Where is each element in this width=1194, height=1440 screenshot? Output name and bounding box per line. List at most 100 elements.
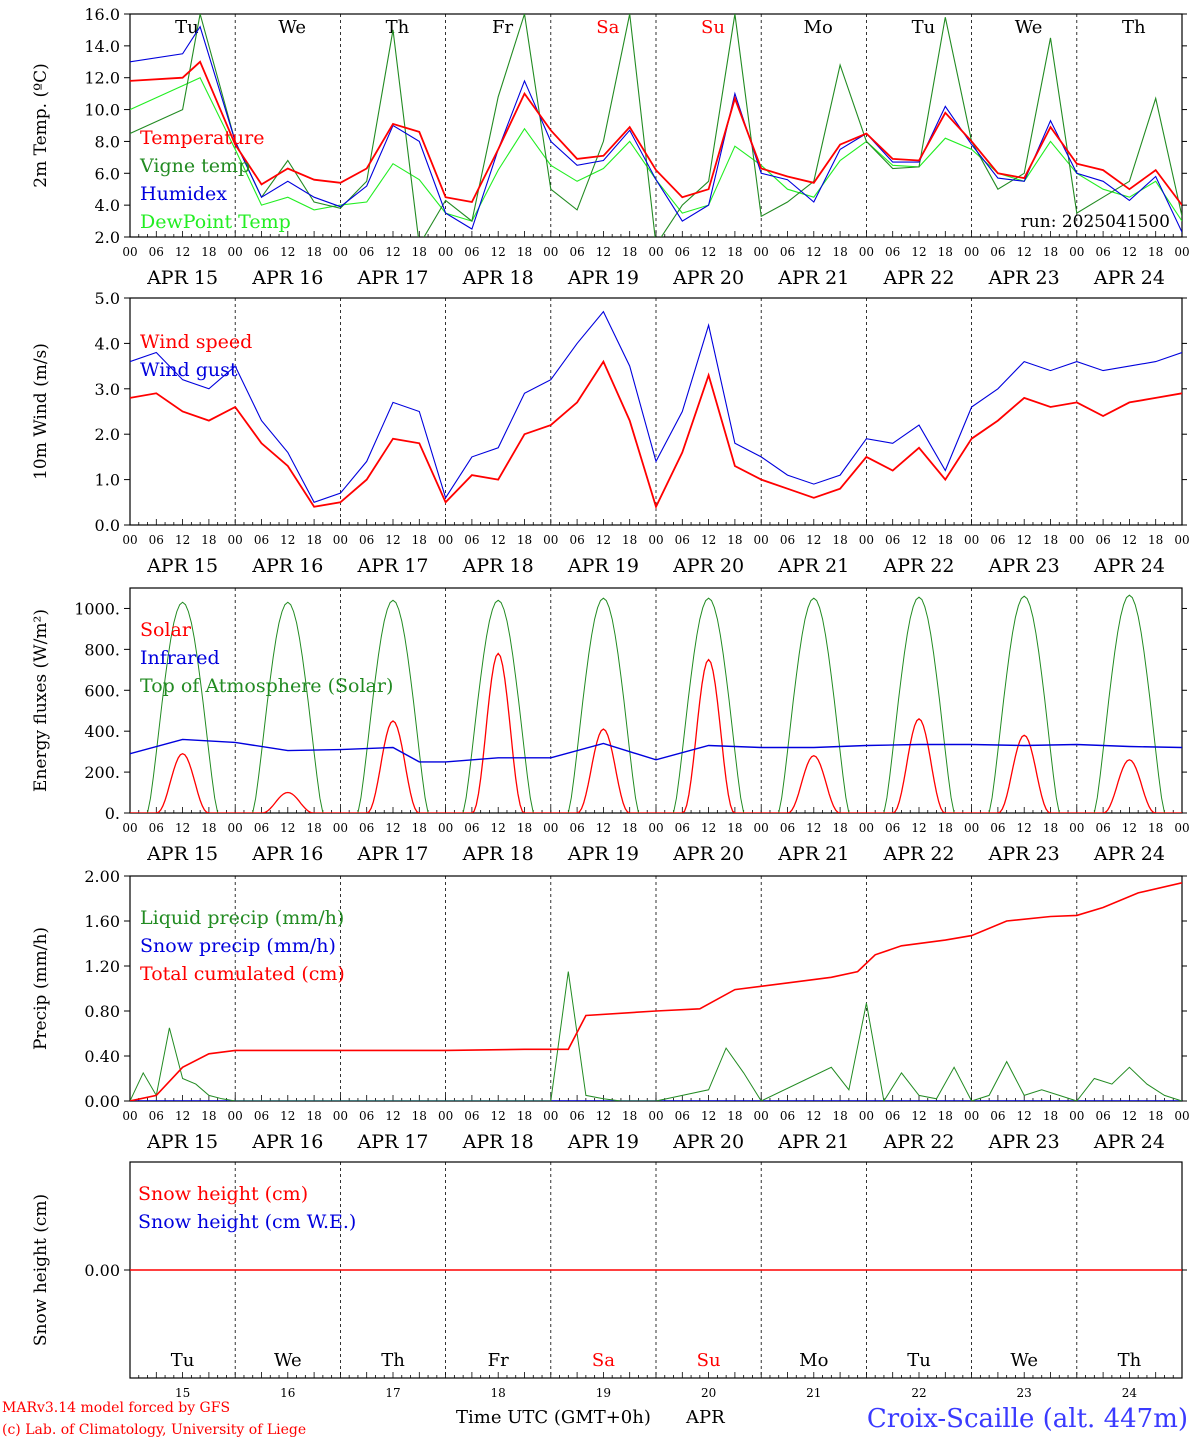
date-label: APR 21 [777, 843, 849, 865]
date-label: APR 16 [251, 1131, 323, 1153]
series-line-vigne-temp [130, 14, 1182, 237]
date-label: APR 21 [777, 267, 849, 289]
series-line-temperature [130, 60, 1182, 206]
hour-tick-label: 00 [543, 1109, 558, 1123]
hour-tick-label: 12 [385, 245, 400, 259]
date-label: APR 22 [882, 843, 954, 865]
hour-tick-label: 18 [622, 533, 637, 547]
hour-tick-label: 06 [464, 533, 479, 547]
hour-tick-label: 18 [1043, 245, 1058, 259]
hour-tick-label: 12 [911, 821, 926, 835]
date-label: APR 22 [882, 555, 954, 577]
hour-tick-label: 00 [438, 533, 453, 547]
hour-tick-label: 06 [149, 821, 164, 835]
hour-tick-label: 12 [911, 245, 926, 259]
legend-entry: Snow height (cm) [138, 1183, 308, 1205]
hour-tick-label: 12 [806, 821, 821, 835]
hour-tick-label: 18 [412, 821, 427, 835]
hour-tick-label: 18 [1043, 821, 1058, 835]
hour-tick-label: 06 [990, 245, 1005, 259]
hour-tick-label: 00 [1069, 245, 1084, 259]
hour-tick-label: 00 [228, 821, 243, 835]
date-label: APR 20 [672, 555, 744, 577]
lab-credit: (c) Lab. of Climatology, University of L… [2, 1422, 306, 1438]
hour-tick-label: 00 [333, 1109, 348, 1123]
hour-tick-label: 12 [596, 533, 611, 547]
hour-tick-label: 18 [727, 821, 742, 835]
hour-tick-label: 18 [517, 245, 532, 259]
date-label: APR 15 [146, 1131, 218, 1153]
y-tick-label: 0.00 [84, 1261, 120, 1280]
series-line-infrared [130, 738, 1182, 763]
day-number: 20 [701, 1386, 716, 1400]
hour-tick-label: 00 [333, 821, 348, 835]
date-label: APR 24 [1093, 267, 1165, 289]
hour-tick-label: 00 [754, 245, 769, 259]
hour-tick-label: 06 [359, 245, 374, 259]
date-label: APR 20 [672, 267, 744, 289]
y-tick-label: 5.0 [95, 289, 120, 308]
panel-2: 0.0 1.0 2.0 3.0 4.0 5.0 10m Wind (m/s) 00 06 12 18… [31, 289, 1190, 577]
hour-tick-label: 12 [911, 1109, 926, 1123]
hour-tick-label: 18 [832, 1109, 847, 1123]
hour-tick-label: 06 [675, 245, 690, 259]
legend-entry: Vigne temp [139, 155, 250, 177]
hour-tick-label: 00 [543, 245, 558, 259]
y-tick-label: 12.0 [84, 69, 120, 88]
y-tick-label: 0.00 [84, 1092, 120, 1111]
hour-tick-label: 06 [1095, 1109, 1110, 1123]
hour-tick-label: 12 [385, 1109, 400, 1123]
hour-tick-label: 18 [201, 533, 216, 547]
date-label: APR 23 [988, 555, 1060, 577]
hour-tick-label: 06 [149, 245, 164, 259]
hour-tick-label: 06 [359, 821, 374, 835]
hour-tick-label: 00 [333, 245, 348, 259]
hour-tick-label: 12 [175, 245, 190, 259]
hour-tick-label: 18 [517, 1109, 532, 1123]
hour-tick-label: 12 [280, 533, 295, 547]
hour-tick-label: 18 [201, 1109, 216, 1123]
date-label: APR 21 [777, 555, 849, 577]
hour-tick-label: 06 [464, 821, 479, 835]
hour-tick-label: 12 [806, 533, 821, 547]
hour-tick-label: 06 [254, 533, 269, 547]
day-name: We [1015, 17, 1043, 38]
hour-tick-label: 18 [622, 821, 637, 835]
date-label: APR 20 [672, 1131, 744, 1153]
legend-entry: Snow precip (mm/h) [140, 935, 336, 957]
y-tick-label: 8.0 [95, 132, 120, 151]
hour-tick-label: 12 [1122, 1109, 1137, 1123]
date-label: APR 17 [356, 555, 428, 577]
hour-tick-label: 06 [149, 1109, 164, 1123]
legend-entry: Wind speed [140, 331, 252, 353]
hour-tick-label: 12 [806, 1109, 821, 1123]
date-label: APR 24 [1093, 1131, 1165, 1153]
hour-tick-label: 06 [569, 533, 584, 547]
date-label: APR 23 [988, 843, 1060, 865]
hour-tick-label: 18 [727, 1109, 742, 1123]
hour-tick-label: 18 [938, 821, 953, 835]
y-tick-label: 1.60 [84, 912, 120, 931]
hour-tick-label: 12 [1122, 821, 1137, 835]
hour-tick-label: 18 [412, 1109, 427, 1123]
hour-tick-label: 12 [280, 1109, 295, 1123]
day-number: 22 [911, 1386, 926, 1400]
date-label: APR 17 [356, 843, 428, 865]
date-label: APR 23 [988, 267, 1060, 289]
hour-tick-label: 12 [385, 821, 400, 835]
series-group [130, 310, 1182, 510]
hour-tick-label: 18 [412, 533, 427, 547]
hour-tick-label: 18 [1148, 1109, 1163, 1123]
hour-tick-label: 00 [964, 533, 979, 547]
y-tick-label: 400. [84, 722, 120, 741]
day-name: Tu [907, 1350, 931, 1371]
date-label: APR 24 [1093, 555, 1165, 577]
hour-tick-label: 00 [122, 245, 137, 259]
hour-tick-label: 00 [122, 533, 137, 547]
panel-1: 2.0 4.0 6.0 8.0 10.0 12.0 14.0 16.0 2m Temp. (ºC… [31, 5, 1190, 289]
legend-entry: Snow height (cm W.E.) [138, 1211, 356, 1233]
y-tick-label: 14.0 [84, 37, 120, 56]
day-name: Tu [171, 1350, 195, 1371]
day-name: Th [1118, 1350, 1142, 1371]
